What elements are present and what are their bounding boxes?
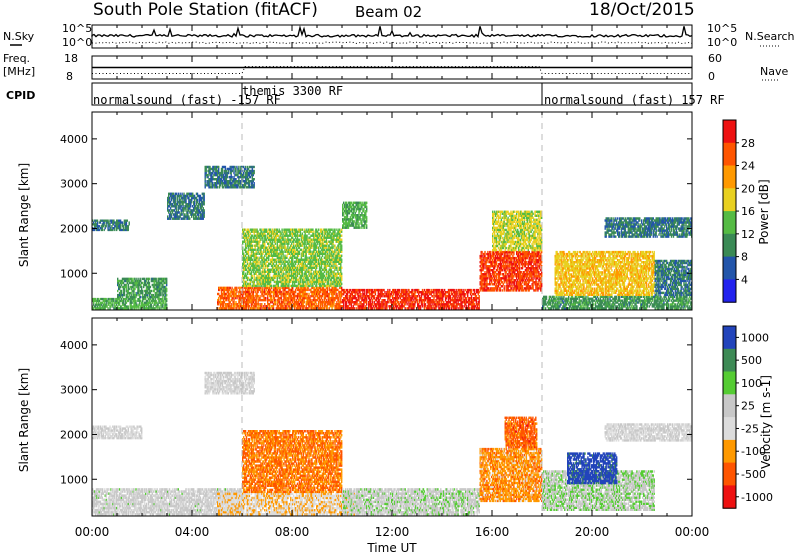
data-cell xyxy=(124,292,125,294)
nsky-tick-high: 10^5 xyxy=(62,22,92,35)
freq-panel: Freq. [MHz] 18 8 60 0 Nave xyxy=(3,52,788,83)
date-label: 18/Oct/2015 xyxy=(589,0,695,20)
cpid-panel: CPID normalsound (fast) -157 RF themis 3… xyxy=(6,83,725,107)
data-cell xyxy=(107,307,108,309)
data-cell xyxy=(220,184,221,186)
data-cell xyxy=(189,217,190,220)
data-cell xyxy=(141,286,142,288)
data-cell xyxy=(166,288,167,290)
data-cell xyxy=(205,178,206,180)
nave-label: Nave xyxy=(760,65,788,78)
data-cell xyxy=(212,182,213,184)
data-cell xyxy=(217,186,218,188)
beam-label: Beam 02 xyxy=(355,3,422,21)
data-cell xyxy=(136,278,137,280)
power-data xyxy=(92,166,692,310)
data-cell xyxy=(166,304,167,306)
data-cell xyxy=(150,286,151,288)
data-cell xyxy=(138,278,139,280)
nave-tick-high: 60 xyxy=(708,52,722,65)
data-cell xyxy=(113,298,114,300)
freq-label-line2: [MHz] xyxy=(3,65,35,78)
data-cell xyxy=(131,278,132,280)
nave-tick-low: 0 xyxy=(708,70,715,83)
data-cell xyxy=(204,193,205,196)
data-cell xyxy=(243,172,244,174)
freq-tick-low: 8 xyxy=(66,70,73,83)
data-cell xyxy=(225,166,226,168)
data-cell xyxy=(140,278,141,280)
data-cell xyxy=(127,220,128,222)
data-cell xyxy=(166,294,167,296)
data-cell xyxy=(135,300,136,302)
data-cell xyxy=(129,221,130,223)
data-cell xyxy=(149,278,150,280)
nsearch-label: N.Search xyxy=(745,30,795,43)
data-cell xyxy=(204,209,205,212)
data-cell xyxy=(160,292,161,294)
data-cell xyxy=(134,278,135,280)
freq-label-line1: Freq. xyxy=(3,52,30,65)
data-cell xyxy=(231,172,232,174)
nsearch-tick-low: 10^0 xyxy=(707,36,737,49)
nsky-tick-low: 10^0 xyxy=(62,36,92,49)
data-cell xyxy=(142,292,143,294)
data-cell xyxy=(149,282,150,284)
data-cell xyxy=(231,176,232,178)
data-cell xyxy=(121,290,122,292)
data-cell xyxy=(218,166,219,168)
data-cell xyxy=(131,292,132,294)
nsky-label: N.Sky xyxy=(3,30,35,43)
data-cell xyxy=(144,278,145,280)
data-cell xyxy=(142,290,143,292)
data-cell xyxy=(117,278,118,280)
nsearch-tick-high: 10^5 xyxy=(707,22,737,35)
cpid-label: CPID xyxy=(6,89,35,102)
data-cell xyxy=(197,199,198,202)
data-cell xyxy=(151,290,152,292)
data-cell xyxy=(122,221,123,223)
cpid-segment-2: themis 3300 RF xyxy=(242,84,343,98)
data-cell xyxy=(166,278,167,280)
radar-summary-plot: South Pole Station (fitACF) Beam 02 18/O… xyxy=(0,0,800,554)
data-cell xyxy=(97,220,98,222)
cpid-segment-3: normalsound (fast) 157 RF xyxy=(544,93,725,107)
freq-tick-high: 18 xyxy=(64,52,78,65)
data-cell xyxy=(228,172,229,174)
data-cell xyxy=(166,280,167,282)
data-cell xyxy=(140,296,141,298)
data-cell xyxy=(156,278,157,280)
data-cell xyxy=(128,305,129,307)
plot-title: South Pole Station (fitACF) xyxy=(93,0,318,20)
nsky-panel: N.Sky 10^5 10^0 10^5 10^0 N.Search xyxy=(3,22,795,49)
data-cell xyxy=(238,166,239,168)
